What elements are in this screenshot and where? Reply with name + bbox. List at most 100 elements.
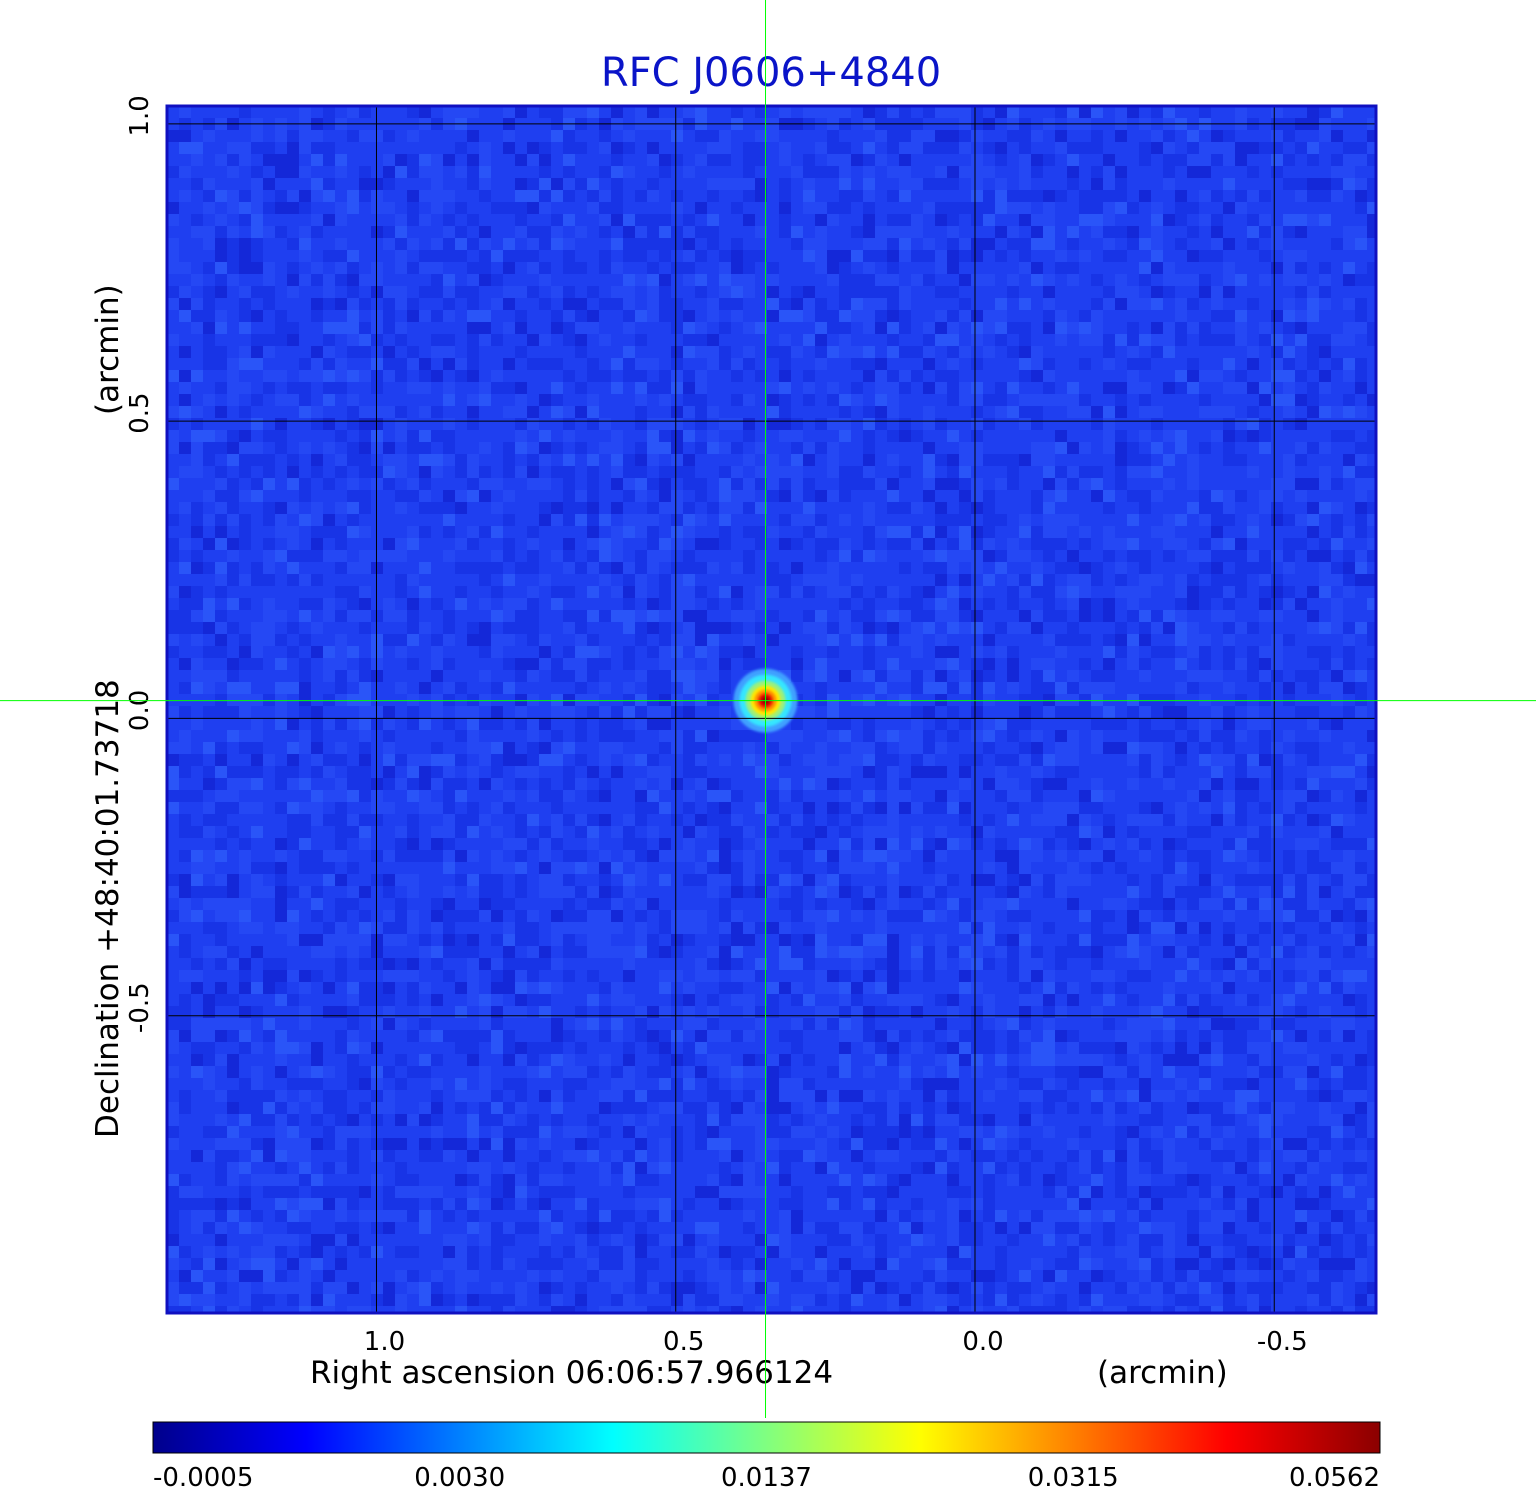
- noise-cell: [1019, 922, 1031, 934]
- noise-cell: [863, 610, 875, 622]
- noise-cell: [1031, 502, 1043, 514]
- noise-cell: [1199, 1102, 1211, 1114]
- noise-cell: [755, 190, 767, 202]
- noise-cell: [803, 190, 815, 202]
- noise-cell: [1283, 478, 1295, 490]
- noise-cell: [755, 766, 767, 778]
- noise-cell: [527, 658, 539, 670]
- noise-cell: [971, 130, 983, 142]
- noise-cell: [1331, 910, 1343, 922]
- noise-cell: [1115, 250, 1127, 262]
- noise-cell: [599, 790, 611, 802]
- noise-cell: [1331, 862, 1343, 874]
- noise-cell: [383, 466, 395, 478]
- noise-cell: [467, 238, 479, 250]
- noise-cell: [347, 994, 359, 1006]
- noise-cell: [1223, 442, 1235, 454]
- noise-cell: [851, 994, 863, 1006]
- noise-cell: [1283, 682, 1295, 694]
- noise-cell: [551, 886, 563, 898]
- noise-cell: [407, 754, 419, 766]
- noise-cell: [503, 970, 515, 982]
- noise-cell: [911, 1006, 923, 1018]
- noise-cell: [911, 622, 923, 634]
- noise-cell: [635, 634, 647, 646]
- noise-cell: [995, 886, 1007, 898]
- noise-cell: [1235, 106, 1247, 118]
- noise-cell: [1199, 862, 1211, 874]
- noise-cell: [599, 190, 611, 202]
- noise-cell: [1151, 466, 1163, 478]
- noise-cell: [323, 478, 335, 490]
- noise-cell: [1211, 1018, 1223, 1030]
- noise-cell: [455, 238, 467, 250]
- noise-cell: [1115, 298, 1127, 310]
- noise-cell: [803, 1102, 815, 1114]
- noise-cell: [1055, 982, 1067, 994]
- noise-cell: [791, 562, 803, 574]
- noise-cell: [647, 946, 659, 958]
- noise-cell: [707, 406, 719, 418]
- noise-cell: [1271, 346, 1283, 358]
- noise-cell: [1319, 178, 1331, 190]
- noise-cell: [1223, 178, 1235, 190]
- noise-cell: [1223, 1102, 1235, 1114]
- noise-cell: [467, 910, 479, 922]
- noise-cell: [1247, 622, 1259, 634]
- noise-cell: [527, 718, 539, 730]
- noise-cell: [215, 346, 227, 358]
- noise-cell: [623, 478, 635, 490]
- noise-cell: [1043, 502, 1055, 514]
- noise-cell: [875, 526, 887, 538]
- noise-cell: [1223, 982, 1235, 994]
- noise-cell: [575, 886, 587, 898]
- noise-cell: [1211, 1114, 1223, 1126]
- noise-cell: [887, 754, 899, 766]
- noise-cell: [1211, 214, 1223, 226]
- noise-cell: [323, 250, 335, 262]
- noise-cell: [1295, 226, 1307, 238]
- noise-cell: [839, 466, 851, 478]
- noise-cell: [815, 1006, 827, 1018]
- noise-cell: [1067, 742, 1079, 754]
- noise-cell: [383, 874, 395, 886]
- noise-cell: [1103, 442, 1115, 454]
- noise-cell: [1127, 382, 1139, 394]
- noise-cell: [611, 862, 623, 874]
- noise-cell: [1055, 334, 1067, 346]
- noise-cell: [947, 874, 959, 886]
- noise-cell: [1007, 1066, 1019, 1078]
- noise-cell: [959, 346, 971, 358]
- noise-cell: [227, 442, 239, 454]
- noise-cell: [827, 154, 839, 166]
- noise-cell: [503, 934, 515, 946]
- noise-cell: [971, 106, 983, 118]
- noise-cell: [551, 190, 563, 202]
- noise-cell: [1367, 142, 1376, 154]
- noise-cell: [515, 322, 527, 334]
- noise-cell: [1019, 1090, 1031, 1102]
- noise-cell: [239, 466, 251, 478]
- noise-cell: [947, 466, 959, 478]
- noise-cell: [563, 166, 575, 178]
- noise-cell: [611, 358, 623, 370]
- noise-cell: [1079, 538, 1091, 550]
- noise-cell: [863, 466, 875, 478]
- noise-cell: [203, 1054, 215, 1066]
- noise-cell: [395, 334, 407, 346]
- noise-cell: [311, 502, 323, 514]
- noise-cell: [191, 1042, 203, 1054]
- noise-cell: [383, 286, 395, 298]
- noise-cell: [671, 442, 683, 454]
- noise-cell: [1235, 370, 1247, 382]
- noise-cell: [575, 142, 587, 154]
- noise-cell: [923, 742, 935, 754]
- noise-cell: [311, 622, 323, 634]
- noise-cell: [659, 622, 671, 634]
- noise-cell: [1043, 298, 1055, 310]
- noise-cell: [467, 154, 479, 166]
- noise-cell: [1223, 130, 1235, 142]
- noise-cell: [791, 442, 803, 454]
- noise-cell: [587, 526, 599, 538]
- noise-cell: [1331, 154, 1343, 166]
